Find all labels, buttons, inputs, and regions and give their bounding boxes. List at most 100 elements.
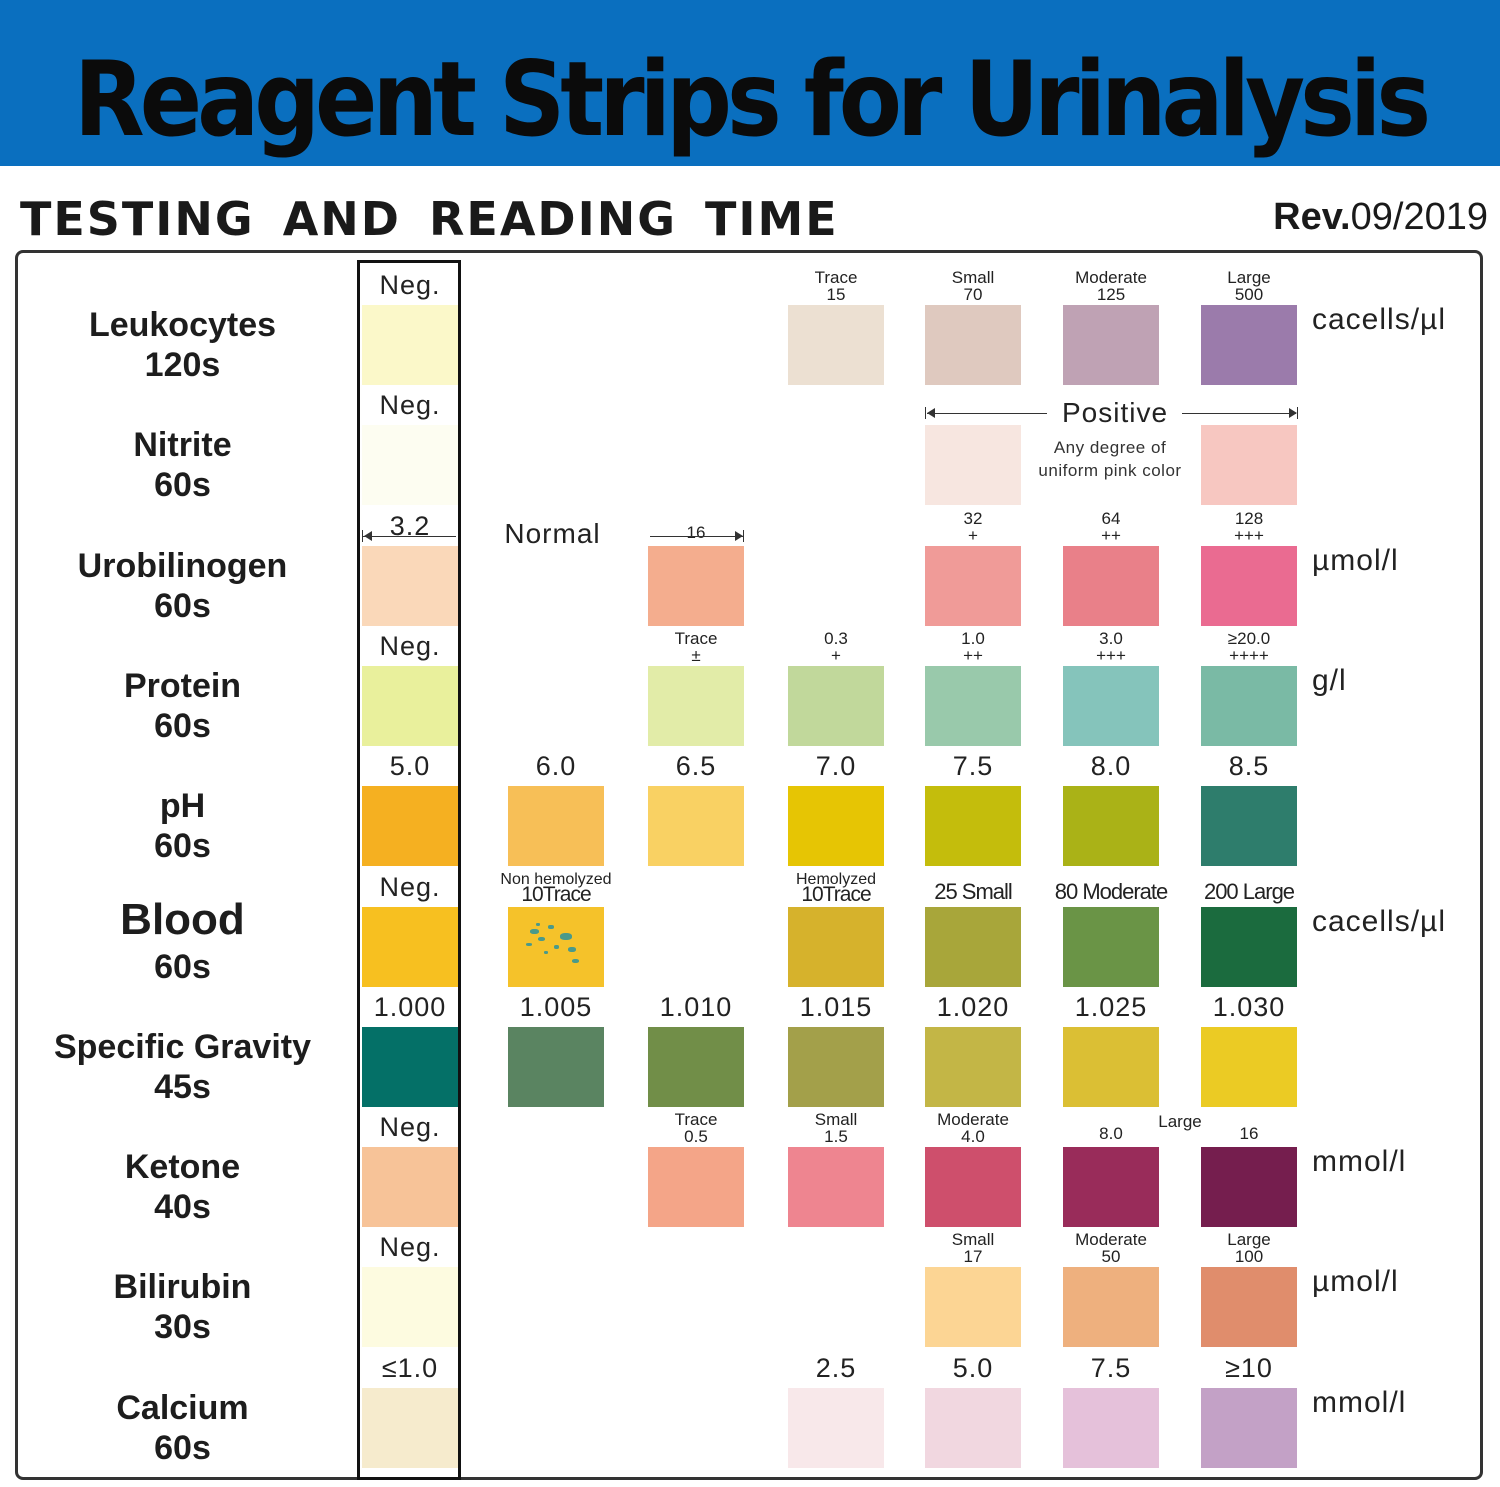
urobilinogen-unit: µmol/l [1312, 544, 1399, 577]
calcium-unit: mmol/l [1312, 1386, 1407, 1419]
leukocytes-color-pad [1201, 305, 1297, 385]
bilirubin-reference-value: Neg. [379, 1232, 441, 1262]
nitrite-positive-label: Positive [1061, 397, 1169, 428]
urobilinogen-label: Urobilinogen 60s [30, 546, 335, 626]
leukocytes-pad-value: 500 [1234, 285, 1264, 304]
hemolyzed-speck [568, 947, 576, 952]
calcium-color-pad [925, 1388, 1021, 1468]
ph-pad-value: 7.0 [815, 751, 857, 781]
ph-name: pH [159, 787, 206, 825]
specific-gravity-label: Specific Gravity 45s [30, 1027, 335, 1107]
blood-color-pad [1063, 907, 1159, 987]
normal-arrow-head [735, 531, 743, 541]
blood-color-pad [508, 907, 604, 987]
urobilinogen-reference-value: 3.2 [389, 511, 431, 541]
urobilinogen-pad-label: 64 [1101, 509, 1121, 528]
leukocytes-pad-label: Moderate [1075, 268, 1147, 287]
leukocytes-time: 120s [144, 346, 221, 384]
normal-arrow-tick [743, 530, 744, 542]
ph-reference-value: 5.0 [389, 751, 431, 781]
ketone-color-pad [925, 1147, 1021, 1227]
calcium-reference-value: ≤1.0 [381, 1353, 439, 1383]
protein-pad-value: ++ [963, 646, 983, 665]
ketone-color-pad [1063, 1147, 1159, 1227]
urobilinogen-pad-label: 128 [1234, 509, 1264, 528]
nitrite-reference-pad [362, 425, 458, 505]
bilirubin-pad-label: Large [1227, 1230, 1271, 1249]
hemolyzed-speck [554, 945, 559, 949]
page-title: Reagent Strips for Urinalysis [73, 40, 1431, 160]
urobilinogen-normal-label: Normal [504, 518, 601, 549]
protein-color-pad [788, 666, 884, 746]
calcium-pad-value: 5.0 [952, 1353, 994, 1383]
blood-reference-value: Neg. [379, 872, 441, 902]
bilirubin-pad-value: 100 [1234, 1247, 1264, 1266]
protein-pad-label: 1.0 [961, 629, 985, 648]
bilirubin-pad-label: Moderate [1075, 1230, 1147, 1249]
ph-pad-value: 8.5 [1228, 751, 1270, 781]
ph-reference-pad [362, 786, 458, 866]
revision-word: Rev. [1273, 196, 1351, 238]
calcium-color-pad [788, 1388, 884, 1468]
ketone-large-label: Large [1158, 1112, 1202, 1131]
positive-arrow-left [927, 413, 1047, 414]
ketone-pad-value: 1.5 [824, 1127, 848, 1146]
calcium-pad-value: 7.5 [1090, 1353, 1132, 1383]
ketone-color-pad [788, 1147, 884, 1227]
ketone-color-pad [648, 1147, 744, 1227]
nitrite-label: Nitrite 60s [30, 425, 335, 505]
bilirubin-pad-value: 50 [1101, 1247, 1121, 1266]
specific-gravity-color-pad [788, 1027, 884, 1107]
protein-pad-label: 0.3 [824, 629, 848, 648]
ketone-pad-label: Small [814, 1110, 858, 1129]
positive-arrow-tick [1297, 407, 1298, 419]
leukocytes-pad-value: 15 [826, 285, 846, 304]
hemolyzed-speck [572, 959, 579, 963]
nitrite-color-pad [925, 425, 1021, 505]
ketone-pad-value: 4.0 [961, 1127, 985, 1146]
bilirubin-color-pad [1201, 1267, 1297, 1347]
normal-arrow-tick [362, 530, 363, 542]
blood-unit: cacells/µl [1312, 905, 1446, 938]
specific-gravity-name: Specific Gravity [53, 1028, 311, 1066]
specific-gravity-pad-value: 1.030 [1212, 992, 1286, 1022]
urobilinogen-pad-value: ++ [1101, 526, 1121, 545]
blood-pad-value: 80 Moderate [1054, 879, 1169, 904]
ketone-pad-value: 0.5 [684, 1127, 708, 1146]
protein-label: Protein 60s [30, 666, 335, 746]
leukocytes-pad-value: 70 [963, 285, 983, 304]
blood-pad-value: 10Trace [801, 883, 871, 906]
calcium-pad-value: ≥10 [1225, 1353, 1273, 1383]
protein-pad-label: Trace [674, 629, 718, 648]
urobilinogen-reference-pad [362, 546, 458, 626]
blood-pad-value: 25 Small [934, 879, 1013, 904]
normal-arrow-right [650, 536, 743, 537]
ketone-pad-label: Trace [674, 1110, 718, 1129]
ph-pad-value: 6.0 [535, 751, 577, 781]
ph-label: pH 60s [30, 786, 335, 866]
negative-reference-column [357, 260, 461, 1480]
specific-gravity-color-pad [925, 1027, 1021, 1107]
ketone-unit: mmol/l [1312, 1145, 1407, 1178]
hemolyzed-speck [538, 937, 545, 941]
leukocytes-reference-value: Neg. [379, 270, 441, 300]
bilirubin-label: Bilirubin 30s [30, 1267, 335, 1347]
protein-pad-label: ≥20.0 [1227, 629, 1271, 648]
normal-arrow-head [364, 531, 372, 541]
bilirubin-color-pad [1063, 1267, 1159, 1347]
protein-color-pad [925, 666, 1021, 746]
calcium-time: 60s [154, 1429, 211, 1467]
protein-pad-value: +++ [1096, 646, 1126, 665]
specific-gravity-time: 45s [154, 1068, 211, 1106]
protein-name: Protein [123, 667, 242, 705]
blood-color-pad [788, 907, 884, 987]
specific-gravity-color-pad [1063, 1027, 1159, 1107]
ph-pad-value: 7.5 [952, 751, 994, 781]
specific-gravity-pad-value: 1.005 [519, 992, 593, 1022]
urobilinogen-color-pad [648, 546, 744, 626]
leukocytes-color-pad [788, 305, 884, 385]
color-chart-frame [15, 250, 1483, 1480]
blood-pad-label: Non hemolyzed [500, 871, 612, 888]
title-banner [0, 0, 1500, 166]
ketone-label: Ketone 40s [30, 1147, 335, 1227]
